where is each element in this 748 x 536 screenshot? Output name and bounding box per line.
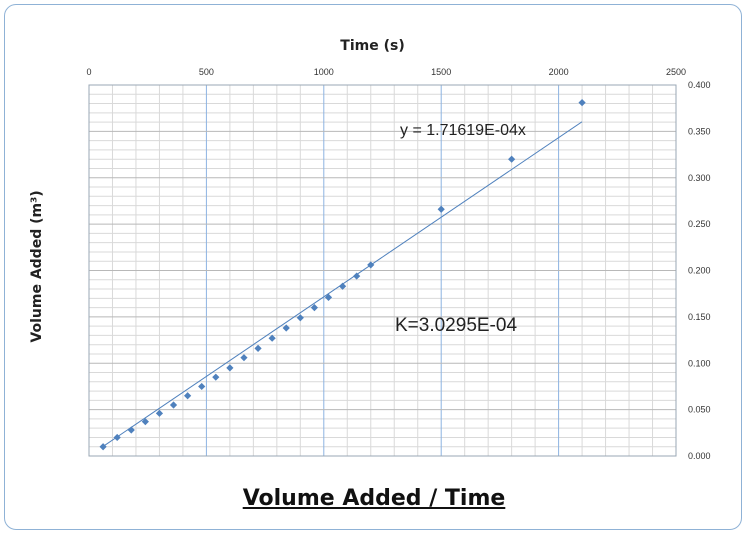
y-tick-label: 0.200 [688, 266, 711, 276]
x-tick-labels: 0 500 1000 1500 2000 2500 [86, 67, 686, 77]
data-point [338, 282, 347, 290]
data-point [240, 354, 248, 362]
data-point [198, 382, 206, 391]
data-point [226, 364, 234, 372]
y-axis-title: Volume Added (m³) [29, 190, 45, 342]
plot-border [88, 84, 677, 457]
data-point [324, 293, 333, 301]
y-tick-label: 0.050 [688, 405, 711, 415]
data-point [310, 304, 319, 312]
trendline-equation: y = 1.71619E-04x [400, 122, 526, 139]
y-tick-label: 0.350 [688, 126, 711, 136]
data-point [508, 155, 516, 163]
data-point [169, 401, 178, 409]
y-tick-label: 0.000 [688, 451, 711, 461]
x-tick-label: 2000 [549, 67, 569, 77]
y-tick-label: 0.300 [688, 173, 711, 183]
data-point [437, 205, 445, 213]
data-point [268, 334, 276, 342]
data-point [367, 261, 375, 269]
data-point [113, 433, 121, 442]
y-tick-label: 0.250 [688, 219, 711, 229]
data-point [127, 426, 135, 434]
data-point [282, 324, 290, 332]
data-point [184, 392, 192, 400]
x-tick-label: 1000 [314, 67, 334, 77]
x-tick-label: 1500 [431, 67, 451, 77]
chart-frame [4, 4, 742, 530]
data-point [578, 99, 586, 107]
y-tick-label: 0.150 [688, 312, 711, 322]
x-axis-title: Time (s) [340, 38, 404, 54]
data-points [99, 99, 586, 451]
x-tick-label: 0 [86, 67, 91, 77]
chart-title: Volume Added / Time [242, 486, 506, 511]
k-value-annotation: K=3.0295E-04 [395, 315, 517, 336]
data-point [296, 314, 304, 322]
data-point [141, 418, 149, 426]
x-tick-label: 2500 [666, 67, 686, 77]
x-tick-label: 500 [199, 67, 214, 77]
data-point [254, 344, 262, 353]
y-tick-label: 0.400 [688, 80, 711, 90]
data-point [212, 373, 220, 381]
y-tick-label: 0.100 [688, 358, 711, 368]
y-tick-labels: 0.000 0.050 0.100 0.150 0.200 0.250 0.300 0.350… [688, 80, 711, 461]
data-point [353, 272, 361, 280]
data-point [155, 409, 164, 417]
data-point [99, 443, 107, 451]
